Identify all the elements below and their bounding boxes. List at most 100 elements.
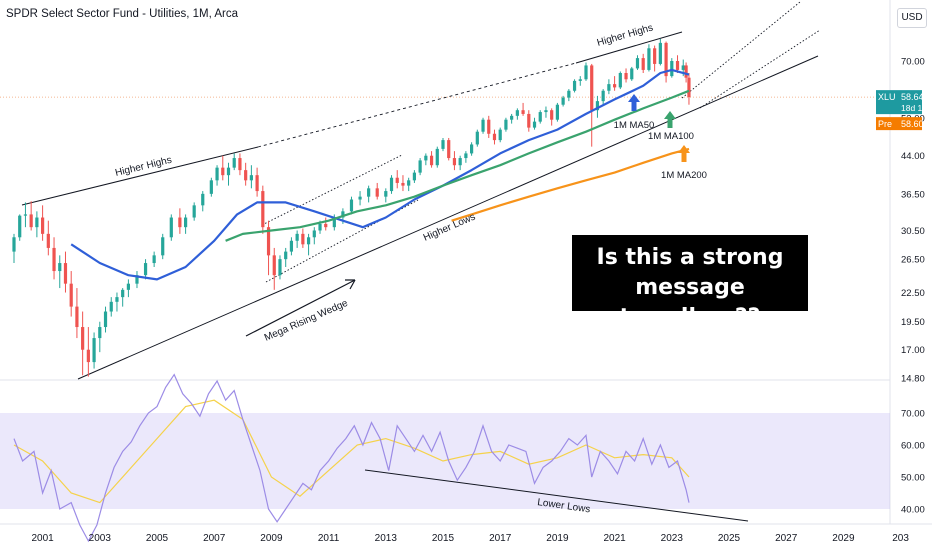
rsi-line [13,373,690,543]
candle-body [389,177,394,192]
candle [624,68,628,83]
candle [52,237,56,280]
price-tick-label: 19.50 [901,317,925,328]
candle-body [63,263,68,284]
candle-body [607,84,611,91]
candle [664,41,668,83]
candle-body [152,255,156,264]
candle-body [121,289,125,298]
candle-body [441,140,445,149]
candle-body [412,172,416,181]
price-tick-label: 22.50 [901,288,925,299]
xlu-price-tag [876,90,922,115]
label-1m-ma50: 1M MA50 [614,120,655,131]
candle [687,73,691,105]
candle [435,146,439,168]
candle [18,214,22,241]
candle-body [670,61,674,77]
label-1m-ma200: 1M MA200 [661,170,707,181]
candle-body [464,153,468,159]
candle [395,170,399,189]
label-1m-ma100: 1M MA100 [648,131,694,142]
candle-body [261,191,265,228]
candle-body [318,223,322,231]
channel-dotted [699,29,821,109]
candle [152,251,156,268]
candle-body [532,121,537,128]
candle [98,321,102,353]
wedge-arrow-head [345,279,356,290]
candle [238,153,242,176]
higher-highs-line-right [575,31,683,64]
price-tick-label: 36.50 [901,189,925,200]
candle-body [561,97,565,105]
candle [578,76,582,86]
ma200-line [451,147,690,222]
candle-body [12,237,16,252]
candle [429,151,434,168]
candle-body [681,65,685,70]
candle [41,205,45,241]
price-tick-label: 17.00 [901,345,925,356]
candle-body [135,275,139,284]
candle [441,137,445,152]
ma50-line [70,68,690,281]
ma200-arrow [678,145,690,162]
lower-lows-line [364,469,749,522]
xlu-tag-label: XLU [878,92,896,102]
time-tick-label: 2029 [832,533,855,544]
candle [278,255,282,280]
candle [178,208,182,234]
candle [161,233,165,260]
time-tick-label: 2013 [375,533,398,544]
candle-body [192,205,196,218]
candle [487,115,491,138]
inner-channel-upper [261,154,403,226]
candle [29,201,33,231]
candle-body [555,104,559,120]
pre-tag-label: Pre [878,119,892,129]
currency-button[interactable]: USD [897,8,927,28]
candle-body [35,217,39,228]
price-tick-label: 14.80 [901,374,925,385]
pre-tag-value: 58.60 [901,119,924,129]
candle [215,165,219,186]
candle-body [295,233,299,241]
candle-body [98,327,102,339]
candle-body [527,113,531,128]
ma50-arrow [628,94,640,111]
candle [301,228,305,248]
candle-body [221,167,225,176]
candle [349,196,354,215]
candle-body [143,263,148,276]
label-higher-highs-right: Higher Highs [596,22,655,49]
candle [464,151,468,163]
candle [244,162,248,186]
candle-body [358,196,362,200]
xlu-tag-countdown: 18d 12h [901,103,932,113]
candle-body [584,65,588,80]
candle-body [658,42,662,64]
candle-body [429,155,434,166]
candle-body [278,259,282,276]
candle-body [46,233,50,248]
candle [555,102,559,122]
candle-body [384,191,388,197]
candle [86,327,90,377]
candle [126,279,130,298]
axes: 70.0053.0044.0036.5030.5026.5022.5019.50… [31,57,932,545]
candle [109,297,113,317]
candle-body [635,58,640,69]
candle [618,71,622,90]
candle [504,117,508,132]
candle [470,142,474,156]
time-tick-label: 2021 [603,533,626,544]
candle [475,129,479,147]
candle-body [289,240,294,252]
candle-body [567,90,571,98]
candle [389,175,394,194]
candle-body [58,263,62,272]
candle [567,89,571,102]
candle [46,220,50,256]
candle-body [209,180,213,194]
